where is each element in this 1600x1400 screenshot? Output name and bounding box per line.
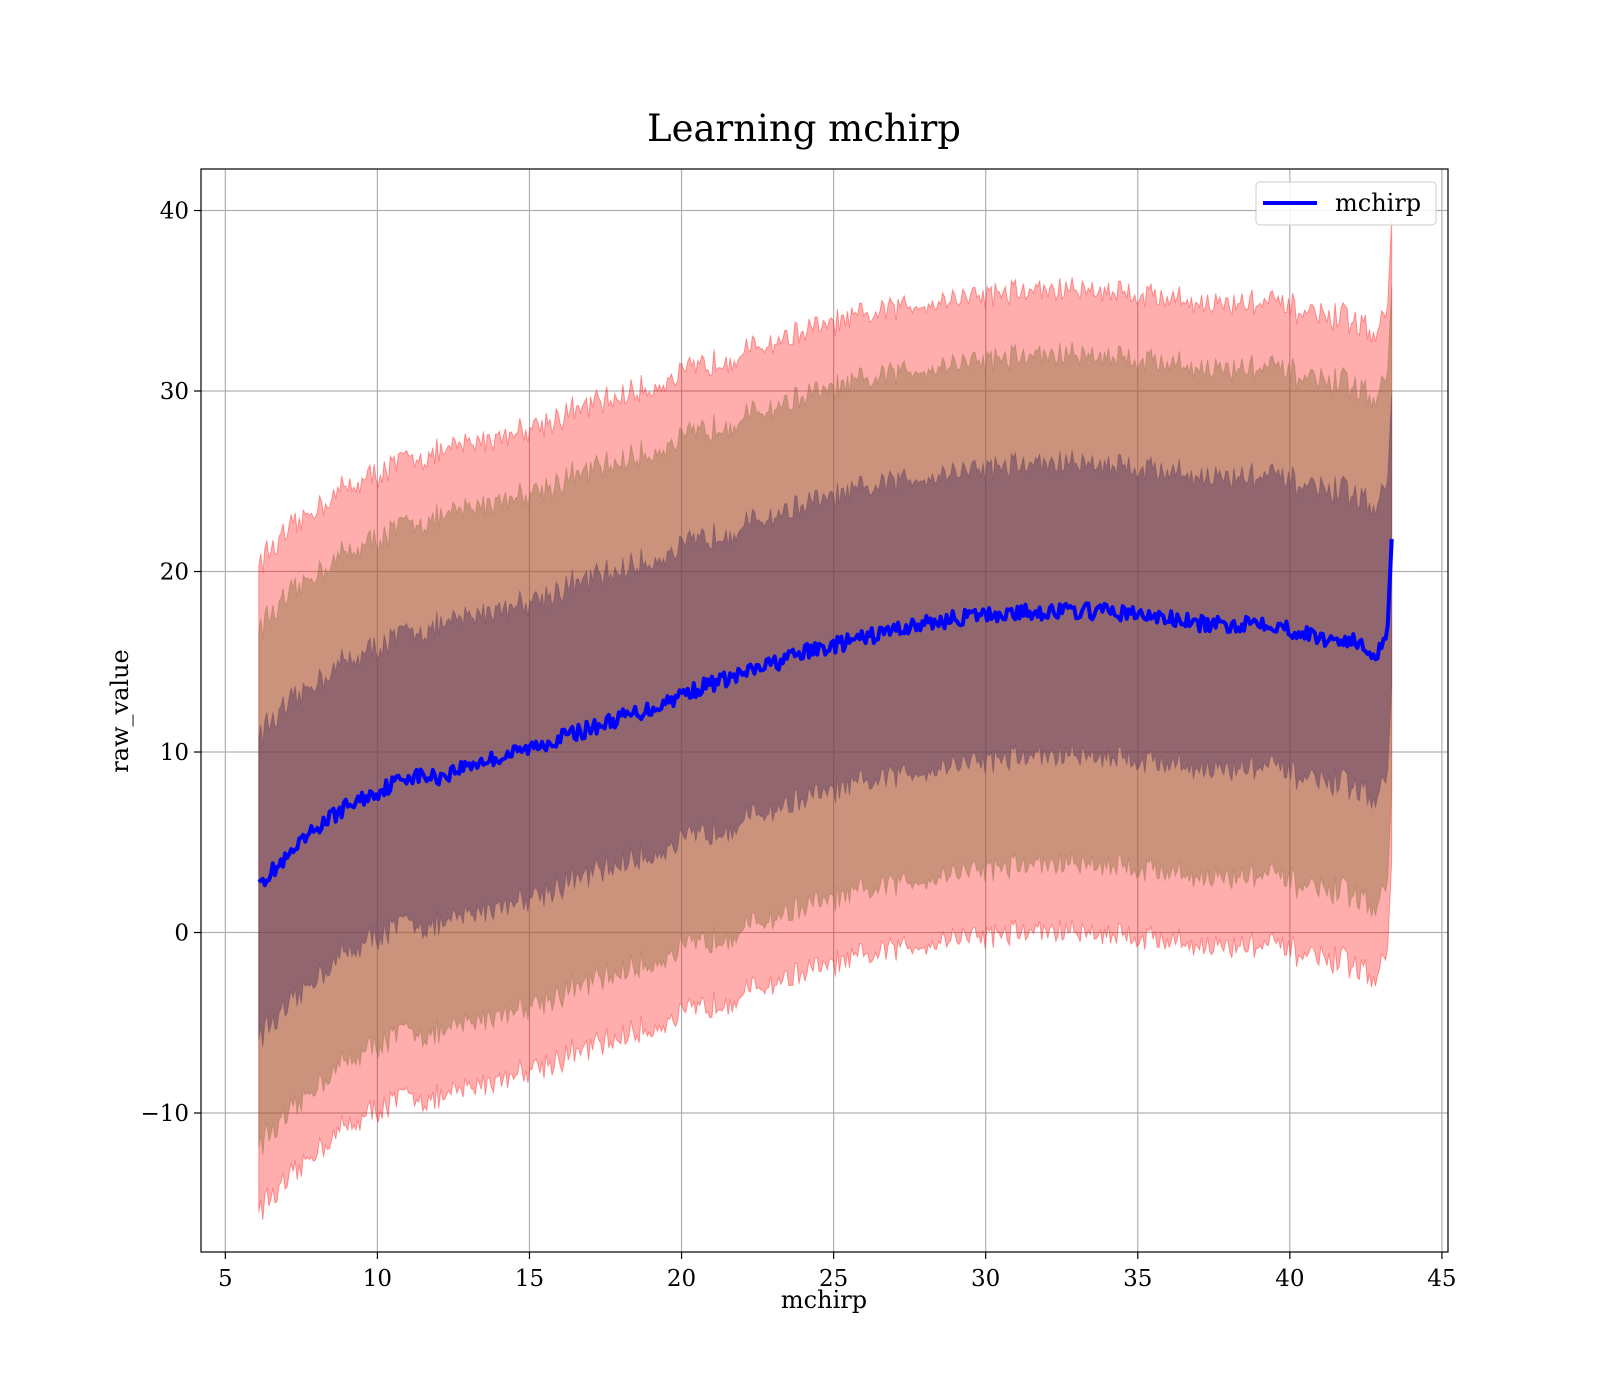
legend-box: [1255, 181, 1437, 226]
x-tick-label-3: 20: [667, 1266, 696, 1292]
x-tick-label-7: 40: [1275, 1266, 1304, 1292]
x-tick-label-0: 5: [218, 1266, 233, 1292]
y-tick-label-1: 0: [174, 921, 189, 947]
x-axis-ticks: 5 10 15 20 25 30 35 40 45: [218, 1252, 1457, 1292]
legend-entry-mchirp: mchirp: [1335, 189, 1421, 217]
y-tick-label-0: −10: [140, 1101, 189, 1127]
series-lines: [257, 538, 1394, 888]
y-axis-ticks: −10 0 10 20 30 40: [140, 199, 201, 1127]
x-axis-label: mchirp: [781, 1286, 867, 1314]
x-tick-label-5: 30: [971, 1266, 1000, 1292]
grid-lines: [201, 169, 1448, 1252]
series-line-mchirp: [257, 538, 1394, 888]
confidence-bands: [258, 219, 1393, 1221]
x-tick-label-4: 25: [819, 1266, 848, 1292]
legend: mchirp: [1255, 181, 1437, 226]
x-tick-label-8: 45: [1427, 1266, 1456, 1292]
y-tick-label-3: 20: [160, 560, 189, 586]
y-tick-label-5: 40: [160, 199, 189, 225]
y-tick-label-4: 30: [160, 379, 189, 405]
x-tick-label-6: 35: [1123, 1266, 1152, 1292]
x-tick-label-2: 15: [515, 1266, 544, 1292]
y-axis-label: raw_value: [106, 649, 134, 773]
plot-frame: [200, 168, 1449, 1253]
chart-title: Learning mchirp: [647, 107, 961, 150]
band-inner: [258, 394, 1393, 1047]
x-tick-label-1: 10: [363, 1266, 392, 1292]
y-tick-label-2: 10: [160, 740, 189, 766]
